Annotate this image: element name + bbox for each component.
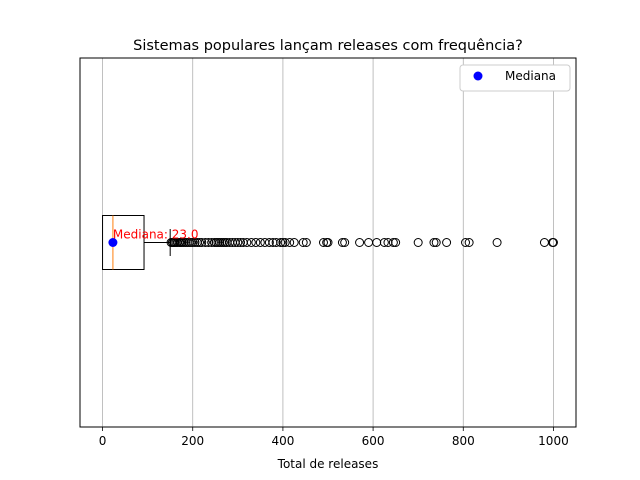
outlier-point-17 [194, 238, 204, 247]
outlier-points: Mediana: 23.0 [108, 228, 558, 247]
median-annotation: Mediana: 23.0 [113, 228, 199, 242]
outlier-point-59 [379, 238, 389, 247]
median-point [108, 238, 118, 247]
outlier-point-51 [318, 238, 328, 247]
outlier-point-36 [242, 238, 252, 247]
outlier-point-55 [340, 238, 350, 247]
plot-frame [79, 57, 577, 428]
outlier-point-65 [431, 238, 441, 247]
outlier-point-63 [413, 238, 423, 247]
outlier-point-43 [271, 238, 281, 247]
x-tick-label-400: 400 [271, 434, 294, 448]
outlier-point-38 [251, 238, 261, 247]
outlier-point-62 [391, 238, 401, 247]
outlier-point-64 [429, 238, 439, 247]
legend: Mediana [459, 64, 571, 92]
outlier-point-18 [197, 238, 207, 247]
interquartile-box [102, 215, 145, 270]
legend-median-label: Mediana [505, 69, 556, 83]
legend-frame [459, 64, 571, 92]
chart-title: Sistemas populares lançam releases com f… [133, 38, 523, 54]
outlier-point-45 [278, 238, 288, 247]
outlier-point-46 [280, 238, 290, 247]
legend-median-marker [473, 71, 483, 81]
outlier-point-50 [301, 238, 311, 247]
outlier-point-14 [188, 238, 198, 247]
outlier-point-61 [388, 238, 398, 247]
x-tick-label-800: 800 [452, 434, 475, 448]
outlier-point-44 [276, 238, 286, 247]
outlier-point-68 [464, 238, 474, 247]
outlier-point-34 [236, 238, 246, 247]
outlier-point-69 [492, 238, 502, 247]
outlier-point-49 [298, 238, 308, 247]
outlier-point-72 [548, 238, 558, 247]
outlier-point-47 [285, 238, 295, 247]
x-tick-label-200: 200 [181, 434, 204, 448]
x-tick-label-1000: 1000 [538, 434, 569, 448]
x-axis: 0 200 400 600 800 1000 [99, 427, 569, 448]
outlier-point-48 [289, 238, 299, 247]
outlier-point-67 [461, 238, 471, 247]
outlier-point-56 [355, 238, 365, 247]
outlier-point-54 [337, 238, 347, 247]
outlier-point-41 [264, 238, 274, 247]
x-tick-label-600: 600 [362, 434, 385, 448]
outlier-point-19 [200, 238, 210, 247]
x-tick-label-0: 0 [99, 434, 107, 448]
outlier-point-15 [190, 238, 200, 247]
x-axis-label: Total de releases [277, 457, 379, 471]
outlier-point-33 [233, 238, 243, 247]
outlier-point-37 [246, 238, 256, 247]
outlier-point-66 [442, 238, 452, 247]
outlier-point-39 [255, 238, 265, 247]
outlier-point-53 [323, 238, 333, 247]
